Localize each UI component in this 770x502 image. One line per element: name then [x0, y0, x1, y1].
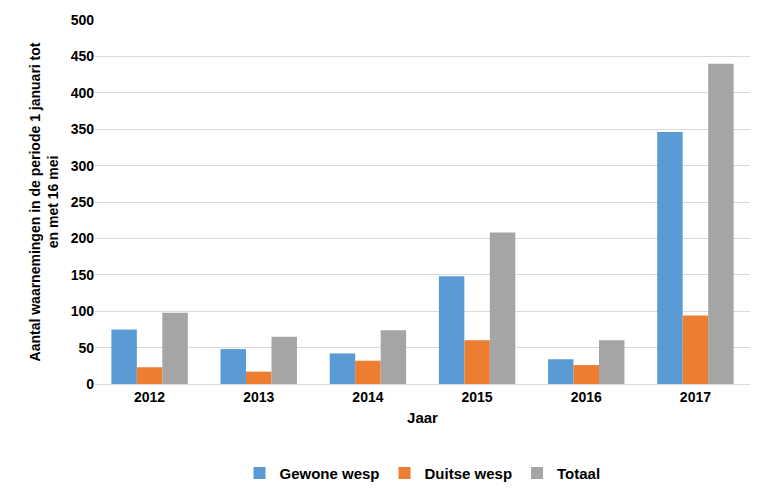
svg-text:500: 500	[71, 12, 95, 28]
svg-text:350: 350	[71, 121, 95, 137]
svg-text:Jaar: Jaar	[407, 409, 438, 426]
svg-text:Totaal: Totaal	[557, 465, 600, 482]
svg-text:200: 200	[71, 230, 95, 246]
svg-text:2013: 2013	[243, 389, 274, 405]
svg-text:50: 50	[78, 340, 94, 356]
svg-text:Aantal waarnemingen in de peri: Aantal waarnemingen in de periode 1 janu…	[27, 42, 61, 361]
svg-text:100: 100	[71, 303, 95, 319]
svg-text:2015: 2015	[462, 389, 493, 405]
svg-text:300: 300	[71, 158, 95, 174]
svg-text:0: 0	[86, 376, 94, 392]
svg-text:250: 250	[71, 194, 95, 210]
svg-text:Duitse wesp: Duitse wesp	[425, 465, 513, 482]
svg-text:Gewone wesp: Gewone wesp	[280, 465, 380, 482]
svg-text:2014: 2014	[352, 389, 383, 405]
svg-text:450: 450	[71, 48, 95, 64]
svg-text:2017: 2017	[680, 389, 711, 405]
svg-text:150: 150	[71, 267, 95, 283]
svg-text:400: 400	[71, 85, 95, 101]
svg-text:2012: 2012	[134, 389, 165, 405]
svg-text:2016: 2016	[571, 389, 602, 405]
